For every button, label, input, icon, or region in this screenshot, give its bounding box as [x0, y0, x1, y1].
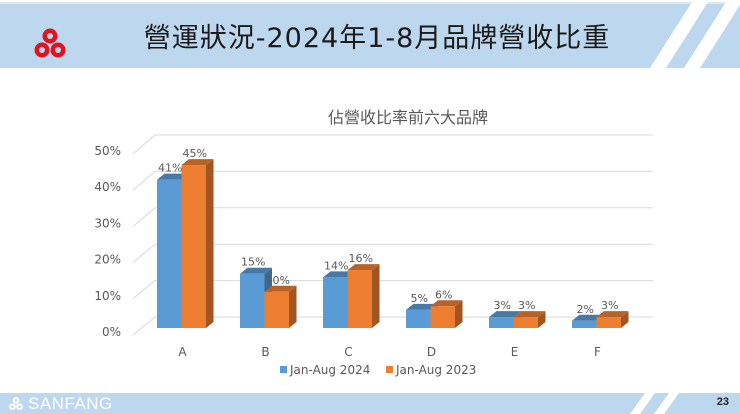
bar-group-B: 15%10% [240, 256, 297, 328]
legend: Jan-Aug 2024 Jan-Aug 2023 [280, 363, 476, 377]
data-label: 3% [601, 299, 618, 312]
bar-side [455, 300, 463, 328]
bar-top [406, 303, 438, 310]
bar-D-0 [406, 309, 431, 328]
bars: 41%45% 15%10% 14%16% 5% 6% 3% 3% 2% 3% [157, 147, 629, 328]
bar-E-1 [513, 317, 538, 328]
y-tick-label: 20% [94, 253, 121, 267]
data-label: 10% [266, 274, 290, 287]
x-tick-label: E [511, 345, 519, 359]
slide-footer: SANFANG [0, 393, 740, 414]
bar-top [572, 314, 604, 321]
bar-side [289, 285, 297, 328]
bar-group-E: 3% 3% [489, 299, 546, 328]
y-tick-label: 40% [94, 180, 121, 194]
chart-title: 佔營收比率前六大品牌 [328, 108, 488, 127]
data-label: 5% [411, 292, 428, 305]
legend-swatch-2024 [280, 366, 287, 373]
bar-F-0 [572, 320, 597, 328]
bar-group-F: 2% 3% [572, 299, 629, 328]
bar-top [513, 311, 546, 318]
x-tick-label: F [594, 345, 601, 359]
bar-A-0 [157, 179, 182, 328]
y-tick-label: 30% [94, 216, 121, 230]
sanfang-logo-icon [34, 28, 66, 58]
data-label: 41% [158, 162, 182, 175]
x-tick-label: B [261, 345, 269, 359]
bar-side [372, 264, 380, 328]
chart-grid [132, 134, 653, 336]
legend-label-2024: Jan-Aug 2024 [289, 363, 370, 377]
x-tick-label: D [427, 345, 436, 359]
bar-group-C: 14%16% [323, 252, 380, 328]
y-tick-label: 0% [102, 325, 121, 339]
data-label: 6% [435, 288, 452, 301]
y-axis-labels: 0% 10% 20% 30% 40% 50% [94, 144, 121, 339]
header-border [0, 2, 740, 4]
bar-C-0 [323, 277, 348, 328]
bar-B-1 [264, 291, 289, 328]
data-label: 14% [324, 259, 348, 272]
legend-swatch-2023 [386, 366, 393, 373]
data-label: 16% [349, 252, 373, 265]
footer-stripes-decoration [630, 393, 679, 414]
bar-top [489, 311, 521, 318]
bar-group-D: 5% 6% [406, 288, 463, 328]
x-tick-label: A [178, 345, 187, 359]
sanfang-small-logo-icon [9, 396, 23, 410]
bar-C-1 [347, 270, 372, 328]
data-label: 3% [518, 299, 535, 312]
x-axis-labels: A B C D E F [178, 345, 601, 359]
data-label: 3% [494, 299, 511, 312]
bar-top [596, 311, 629, 318]
page-title: 營運狀況-2024年1-8月品牌營收比重 [0, 16, 740, 55]
bar-side [206, 159, 214, 328]
legend-label-2023: Jan-Aug 2023 [395, 363, 476, 377]
bar-A-1 [181, 165, 206, 328]
bar-B-0 [240, 273, 265, 328]
y-tick-label: 10% [94, 289, 121, 303]
bar-side [621, 311, 629, 328]
bar-F-1 [596, 317, 621, 328]
header-stripes-decoration [650, 2, 740, 68]
page-title-text: 營運狀況-2024年1-8月品牌營收比重 [143, 23, 611, 54]
bar-E-0 [489, 317, 514, 328]
bar-top [323, 271, 355, 278]
bar-top [240, 267, 272, 274]
bar-top [157, 173, 189, 180]
bar-top [264, 285, 297, 292]
data-label: 2% [577, 303, 594, 316]
data-label: 15% [241, 256, 265, 269]
footer-brand-text: SANFANG [28, 393, 113, 413]
data-label: 45% [183, 147, 207, 160]
page-number: 23 [716, 396, 729, 408]
bar-top [430, 300, 463, 307]
bar-top [181, 159, 214, 166]
x-tick-label: C [344, 345, 352, 359]
bar-group-A: 41%45% [157, 147, 214, 328]
bar-top [347, 264, 380, 271]
slide-header: 營運狀況-2024年1-8月品牌營收比重 [0, 2, 740, 68]
footer-brand: SANFANG [8, 393, 113, 414]
bar-side [538, 311, 546, 328]
bar-D-1 [430, 306, 455, 328]
y-tick-label: 50% [94, 144, 121, 158]
